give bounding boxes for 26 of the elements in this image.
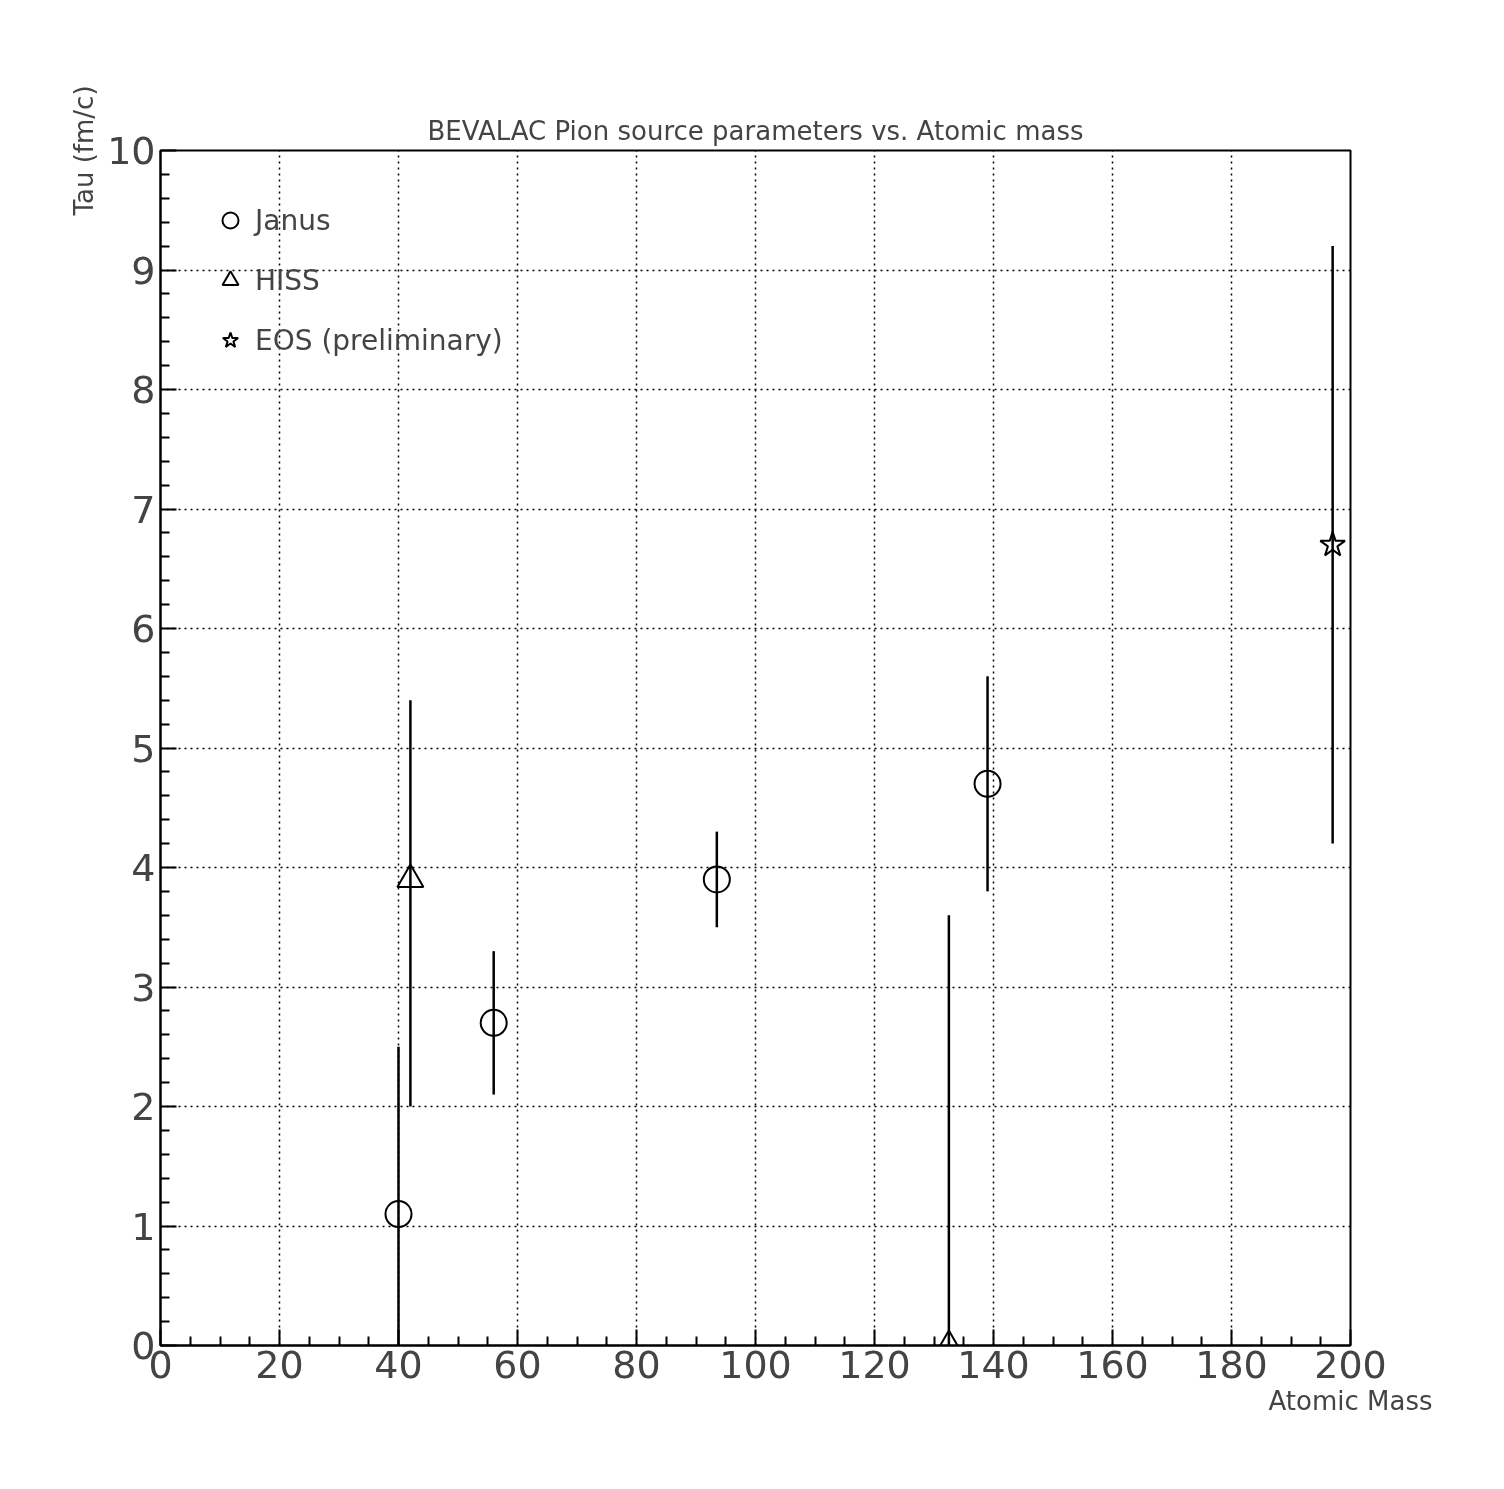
legend-label: Janus <box>255 203 331 237</box>
y-tick-label: 4 <box>131 846 156 890</box>
chart-title: BEVALAC Pion source parameters vs. Atomic mass <box>427 115 1084 146</box>
y-tick-label: 6 <box>131 607 156 651</box>
x-tick-label: 160 <box>1076 1342 1149 1387</box>
y-tick-label: 3 <box>131 965 156 1010</box>
x-tick-label: 20 <box>255 1342 304 1387</box>
y-tick-label: 1 <box>131 1204 156 1249</box>
legend-label: HISS <box>255 263 320 297</box>
y-tick-label: 7 <box>131 487 156 532</box>
x-tick-label: 80 <box>612 1342 661 1387</box>
x-tick-label: 200 <box>1314 1342 1387 1387</box>
x-axis-title: Atomic Mass <box>1268 1385 1433 1416</box>
x-tick-label: 180 <box>1195 1342 1268 1387</box>
x-tick-label: 140 <box>957 1342 1030 1387</box>
y-tick-label: 9 <box>131 248 156 293</box>
x-tick-label: 60 <box>493 1342 542 1387</box>
y-tick-label: 8 <box>131 368 156 412</box>
y-tick-label: 5 <box>131 726 156 771</box>
y-tick-label: 10 <box>107 129 156 173</box>
x-tick-label: 120 <box>838 1342 911 1387</box>
x-tick-label: 40 <box>374 1342 423 1387</box>
legend-label: EOS (preliminary) <box>255 323 503 357</box>
x-tick-label: 100 <box>719 1342 792 1387</box>
y-axis-title: Tau (fm/c) <box>69 85 100 217</box>
y-tick-label: 2 <box>131 1085 156 1129</box>
